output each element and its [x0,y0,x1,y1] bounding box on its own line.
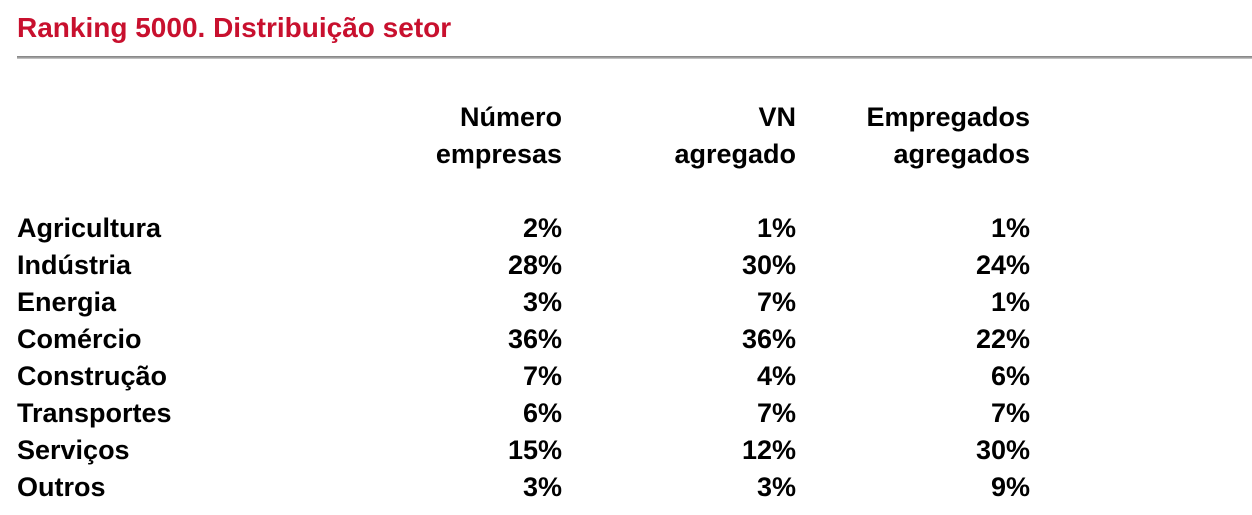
column-header-sector [17,99,307,173]
cell-empregados-agregados: 1% [990,287,1030,317]
cell-empregados-agregados: 1% [990,213,1030,243]
row-label: Construção [17,361,168,391]
cell-vn-agregado: 4% [756,361,796,391]
table-row-industria: Indústria 28% 30% 24% [17,247,1030,284]
cell-numero-empresas: 3% [522,472,562,502]
cell-empregados-agregados: 6% [990,361,1030,391]
page-title: Ranking 5000. Distribuição setor [17,12,452,43]
cell-vn-agregado: 7% [756,398,796,428]
cell-empregados-agregados: 9% [990,472,1030,502]
column-header-empregados-agregados: Empregados agregados [866,102,1030,169]
cell-vn-agregado: 36% [741,324,796,354]
cell-vn-agregado: 30% [741,250,796,280]
row-label: Serviços [17,435,130,465]
column-header-vn-agregado: VN agregado [674,102,796,169]
cell-empregados-agregados: 22% [975,324,1030,354]
table-row-energia: Energia 3% 7% 1% [17,284,1030,321]
cell-numero-empresas: 6% [522,398,562,428]
table-row-outros: Outros 3% 3% 9% [17,469,1030,506]
table-row-construcao: Construção 7% 4% 6% [17,358,1030,395]
cell-numero-empresas: 3% [522,287,562,317]
cell-vn-agregado: 7% [756,287,796,317]
cell-vn-agregado: 1% [756,213,796,243]
header-spacer-row [17,173,1030,210]
cell-numero-empresas: 7% [522,361,562,391]
row-label: Indústria [17,250,132,280]
row-label: Comércio [17,324,142,354]
cell-vn-agregado: 12% [741,435,796,465]
table-row-comercio: Comércio 36% 36% 22% [17,321,1030,358]
table-row-transportes: Transportes 6% 7% 7% [17,395,1030,432]
cell-numero-empresas: 2% [522,213,562,243]
title-divider-rule [17,56,1252,59]
table-row-agricultura: Agricultura 2% 1% 1% [17,210,1030,247]
cell-numero-empresas: 36% [507,324,562,354]
cell-vn-agregado: 3% [756,472,796,502]
column-header-numero-empresas: Número empresas [435,102,562,169]
sector-distribution-table: Número empresas VN agregado Empregados a… [17,99,1030,506]
table-row-servicos: Serviços 15% 12% 30% [17,432,1030,469]
table-header-row: Número empresas VN agregado Empregados a… [17,99,1030,173]
row-label: Outros [17,472,106,502]
cell-numero-empresas: 28% [507,250,562,280]
row-label: Agricultura [17,213,162,243]
row-label: Transportes [17,398,172,428]
cell-numero-empresas: 15% [507,435,562,465]
cell-empregados-agregados: 7% [990,398,1030,428]
row-label: Energia [17,287,117,317]
cell-empregados-agregados: 24% [975,250,1030,280]
cell-empregados-agregados: 30% [975,435,1030,465]
